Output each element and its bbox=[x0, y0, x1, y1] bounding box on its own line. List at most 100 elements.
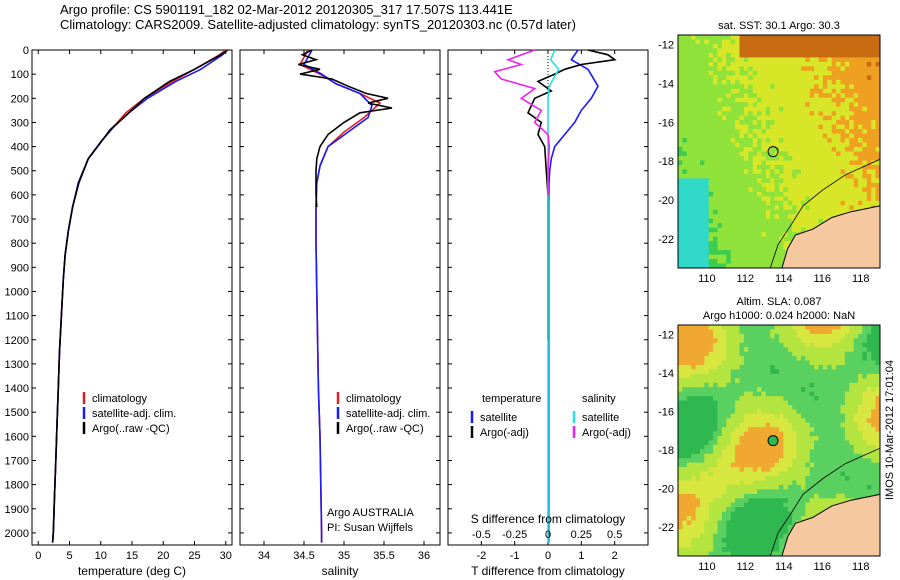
title-line-1: Argo profile: CS 5901191_182 02-Mar-2012… bbox=[60, 2, 513, 17]
map-y-tick-label: -22 bbox=[658, 234, 674, 246]
annotation-text: Argo AUSTRALIA bbox=[327, 507, 414, 519]
legend-title-salinity: salinity bbox=[582, 393, 616, 405]
series-satellite-adj-clim- bbox=[51, 49, 229, 543]
depth-contour bbox=[769, 447, 880, 556]
y-tick-label: 1800 bbox=[5, 480, 29, 492]
map-y-tick-label: -18 bbox=[658, 445, 674, 457]
salinity-panel: 34 34.5 35 35.5 36 salinity climatology satelli… bbox=[239, 49, 441, 578]
x-tick-label: 1 bbox=[578, 550, 584, 562]
map-x-tick-label: 110 bbox=[698, 273, 716, 285]
y-tick-label: 600 bbox=[11, 190, 29, 202]
x2-tick-label: -0.25 bbox=[502, 529, 527, 541]
series-temperature-argo-adj- bbox=[526, 49, 617, 340]
temperature-panel: 0 5 10 15 20 25 300100200300400500600700800900… bbox=[5, 45, 233, 578]
sla-map: 110 112 114 116 118 -12 -14 -16 -18 -20 -22 Altim. … bbox=[658, 296, 881, 573]
map-y-tick-label: -16 bbox=[658, 407, 674, 419]
series-argo-raw-qc- bbox=[51, 49, 228, 543]
x-axis-label: salinity bbox=[322, 564, 359, 578]
y-tick-label: 0 bbox=[23, 45, 29, 57]
map-y-tick-label: -16 bbox=[658, 117, 674, 129]
map-x-tick-label: 118 bbox=[852, 273, 870, 285]
legend-title-temperature: temperature bbox=[482, 393, 541, 405]
legend-label: satellite-adj. clim. bbox=[346, 408, 430, 420]
y-tick-label: 100 bbox=[11, 69, 29, 81]
map-x-tick-label: 116 bbox=[814, 561, 832, 573]
y-tick-label: 900 bbox=[11, 262, 29, 274]
land-mass bbox=[781, 205, 880, 268]
x-tick-label: 34 bbox=[258, 550, 270, 562]
series-climatology bbox=[298, 49, 382, 543]
map-y-tick-label: -20 bbox=[658, 195, 674, 207]
land-mass bbox=[781, 493, 880, 556]
x-tick-label: 0 bbox=[545, 550, 551, 562]
y-tick-label: 200 bbox=[11, 93, 29, 105]
series-satellite-adj-clim- bbox=[302, 49, 373, 543]
x-tick-label: 35.5 bbox=[373, 550, 394, 562]
map-x-tick-label: 114 bbox=[775, 273, 793, 285]
x-axis-label: temperature (deg C) bbox=[78, 564, 186, 578]
title-line-2: Climatology: CARS2009. Satellite-adjuste… bbox=[60, 17, 576, 32]
map-x-tick-label: 114 bbox=[775, 561, 793, 573]
y-tick-label: 1300 bbox=[5, 359, 29, 371]
series-salinity-argo-adj- bbox=[493, 49, 551, 195]
x2-tick-label: -0.5 bbox=[472, 529, 491, 541]
legend-label: climatology bbox=[92, 393, 148, 405]
map-y-tick-label: -12 bbox=[658, 330, 674, 342]
sst-map-frame bbox=[677, 34, 881, 269]
y-tick-label: 2000 bbox=[5, 528, 29, 540]
map-y-tick-label: -12 bbox=[658, 40, 674, 52]
x-tick-label: 35 bbox=[338, 550, 350, 562]
y-tick-label: 1200 bbox=[5, 335, 29, 347]
sst-map: 110 112 114 116 118 -12 -14 -16 -18 -20 -22 sat. SS… bbox=[658, 20, 881, 285]
timestamp-stamp: IMOS 10-Mar-2012 17:01:04 bbox=[884, 360, 896, 501]
x-tick-label: 30 bbox=[220, 550, 232, 562]
legend-label: Argo(..raw -QC) bbox=[346, 423, 424, 435]
x-tick-label: 0 bbox=[35, 550, 41, 562]
legend-label: satellite-adj. clim. bbox=[92, 408, 176, 420]
x-tick-label: 36 bbox=[418, 550, 430, 562]
annotation-text: PI: Susan Wijffels bbox=[327, 522, 413, 534]
x-tick-label: 2 bbox=[612, 550, 618, 562]
map-x-tick-label: 110 bbox=[698, 561, 716, 573]
x-tick-label: 20 bbox=[157, 550, 169, 562]
map-title: Altim. SLA: 0.087 bbox=[737, 296, 822, 308]
salinity-frame bbox=[239, 49, 441, 546]
legend-label: Argo(..raw -QC) bbox=[92, 423, 170, 435]
sst-map-field bbox=[678, 35, 880, 268]
x-tick-label: -1 bbox=[510, 550, 520, 562]
legend-label: satellite bbox=[480, 412, 517, 424]
x2-tick-label: 0 bbox=[545, 529, 551, 541]
sla-map-frame bbox=[677, 324, 881, 557]
y-tick-label: 300 bbox=[11, 117, 29, 129]
x-tick-label: -2 bbox=[476, 550, 486, 562]
argo-location-marker bbox=[767, 435, 779, 447]
y-tick-label: 1700 bbox=[5, 455, 29, 467]
map-y-tick-label: -22 bbox=[658, 522, 674, 534]
y-tick-label: 400 bbox=[11, 142, 29, 154]
argo-location-marker bbox=[767, 146, 779, 158]
legend-label: satellite bbox=[582, 412, 619, 424]
series-temperature-satellite bbox=[547, 49, 599, 543]
y-tick-label: 1400 bbox=[5, 383, 29, 395]
x2-tick-label: 0.5 bbox=[607, 529, 622, 541]
map-title: sat. SST: 30.1 Argo: 30.3 bbox=[718, 20, 840, 32]
difference-panel: -2 -1 0 1 2 T difference from climatology temp… bbox=[447, 49, 649, 578]
x-tick-label: 5 bbox=[66, 550, 72, 562]
sla-map-field bbox=[678, 325, 880, 556]
y-tick-label: 1900 bbox=[5, 504, 29, 516]
depth-contour bbox=[769, 158, 880, 268]
x2-axis-label: S difference from climatology bbox=[471, 512, 626, 526]
map-x-tick-label: 116 bbox=[814, 273, 832, 285]
series-argo-raw-qc- bbox=[298, 49, 393, 208]
legend-label: climatology bbox=[346, 393, 402, 405]
x2-tick-label: 0.25 bbox=[571, 529, 592, 541]
legend-label: Argo(-adj) bbox=[582, 427, 631, 439]
map-y-tick-label: -18 bbox=[658, 156, 674, 168]
x-tick-label: 15 bbox=[126, 550, 138, 562]
map-x-tick-label: 112 bbox=[737, 273, 755, 285]
legend-label: Argo(-adj) bbox=[480, 427, 529, 439]
y-tick-label: 500 bbox=[11, 166, 29, 178]
map-y-tick-label: -14 bbox=[658, 368, 674, 380]
series-climatology bbox=[51, 49, 227, 543]
